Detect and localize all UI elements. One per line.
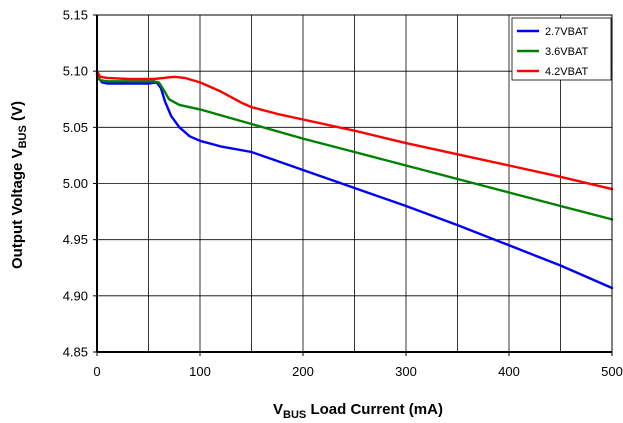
- y-axis-title-rest: (V): [9, 101, 26, 125]
- x-tick-label: 100: [189, 364, 211, 379]
- legend-label: 2.7VBAT: [545, 26, 588, 38]
- x-axis-title-rest: Load Current (mA): [306, 401, 443, 418]
- x-tick-label: 400: [498, 364, 520, 379]
- x-tick-label: 200: [292, 364, 314, 379]
- y-tick-label: 5.15: [63, 8, 88, 23]
- y-axis-title-sub: BUS: [17, 125, 29, 148]
- y-tick-label: 4.90: [63, 288, 88, 303]
- y-tick-label: 5.00: [63, 176, 88, 191]
- series-line-4.2vbat: [95, 69, 614, 191]
- legend: 2.7VBAT 3.6VBAT 4.2VBAT: [511, 17, 612, 81]
- x-tick-label: 300: [395, 364, 417, 379]
- y-tick-label: 5.05: [63, 120, 88, 135]
- series-line-3.6vbat: [95, 73, 614, 221]
- x-tick-label: 500: [601, 364, 623, 379]
- series-lines: [95, 69, 614, 290]
- legend-label: 3.6VBAT: [545, 46, 588, 58]
- y-axis-title-main: Output Voltage V: [9, 148, 26, 269]
- legend-label: 4.2VBAT: [545, 66, 588, 78]
- y-tick-label: 4.85: [63, 345, 88, 360]
- y-axis-title: Output Voltage VBUS (V): [9, 101, 29, 269]
- x-axis-title-sub: BUS: [283, 409, 306, 421]
- y-tick-label: 5.10: [63, 64, 88, 79]
- tick-labels: 4.85 4.90 4.95 5.00 5.05 5.10 5.15 0 100 200 300 40…: [63, 8, 623, 380]
- legend-box: [511, 17, 612, 81]
- x-axis-title: VBUS Load Current (mA): [273, 401, 443, 421]
- x-tick-label: 0: [93, 364, 100, 379]
- x-axis-title-main: V: [273, 401, 283, 418]
- y-tick-label: 4.95: [63, 232, 88, 247]
- series-line-2.7vbat: [95, 72, 614, 290]
